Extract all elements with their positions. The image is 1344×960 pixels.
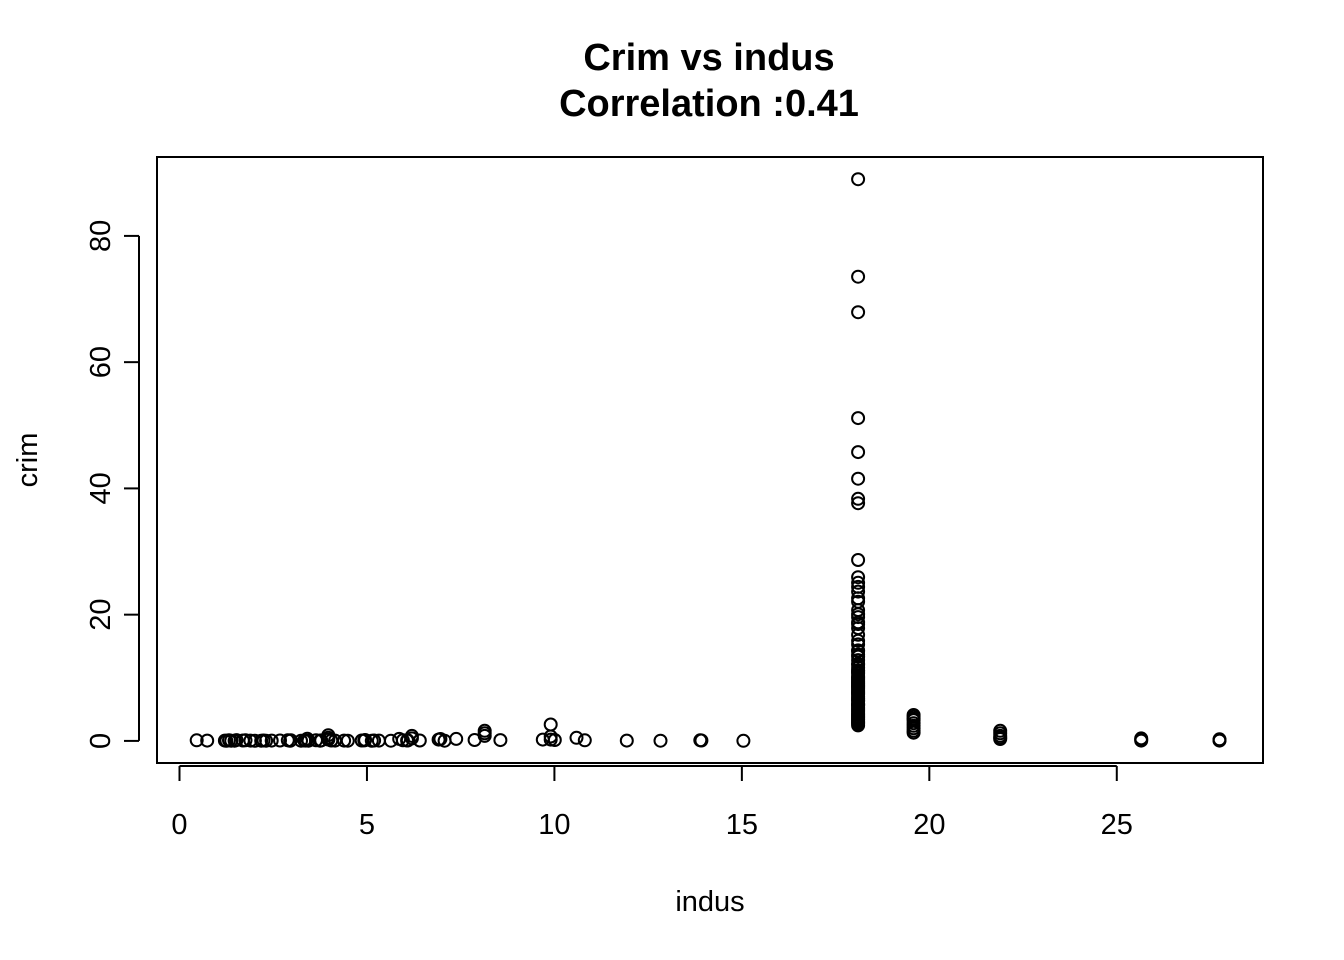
data-point [851,411,866,426]
data-point [200,733,215,748]
y-axis: 0 20 40 60 80 [85,220,140,749]
data-point [736,733,751,748]
x-tick-label: 20 [913,809,945,841]
data-point [851,718,866,733]
data-point [619,733,634,748]
data-point [449,731,464,746]
x-tick-label: 5 [359,809,375,841]
y-tick-label: 40 [85,472,117,504]
data-point [851,575,866,590]
data-point [229,733,244,748]
points-layer [189,172,1227,748]
data-point [493,733,508,748]
data-point [238,733,253,748]
data-point [383,733,398,748]
data-point [993,732,1008,746]
data-point [851,491,866,506]
data-point [340,733,355,748]
data-point [477,728,492,743]
data-point [851,570,866,585]
data-point [543,717,558,732]
data-point [273,733,287,748]
x-tick-label: 10 [538,809,570,841]
data-point [851,627,866,642]
data-point [1134,733,1149,748]
y-tick-label: 60 [85,346,117,378]
data-point [906,725,921,740]
data-point [283,733,298,748]
data-point [412,733,427,748]
data-point [404,731,419,746]
data-point [264,733,279,748]
y-tick-label: 20 [85,599,117,631]
data-point [851,305,866,320]
data-point [243,733,258,748]
data-point [367,733,382,748]
data-point [851,553,866,567]
x-tick-label: 0 [171,809,187,841]
data-point [851,172,866,187]
y-tick-label: 0 [85,733,117,749]
x-tick-label: 15 [726,809,758,841]
data-point [851,471,866,486]
data-point [851,617,866,632]
chart-subtitle: Correlation :0.41 [559,83,859,125]
data-point [189,733,204,748]
chart-title: Crim vs indus [583,37,834,79]
plot-frame [156,156,1264,764]
y-tick-label: 80 [85,220,117,252]
data-point [547,733,562,747]
data-point [694,733,709,748]
x-tick-label: 25 [1101,809,1133,841]
data-point [653,733,668,748]
data-point [577,733,592,748]
data-point [358,733,373,747]
data-point [851,445,866,460]
data-point [851,496,866,511]
data-point [1212,733,1227,748]
x-axis: 0 5 10 15 20 25 [171,765,1133,841]
x-axis-title: indus [675,886,744,918]
data-point [851,584,866,599]
data-point [569,730,584,745]
y-axis-title: crim [12,433,44,488]
data-point [259,733,274,748]
data-point [851,269,866,284]
